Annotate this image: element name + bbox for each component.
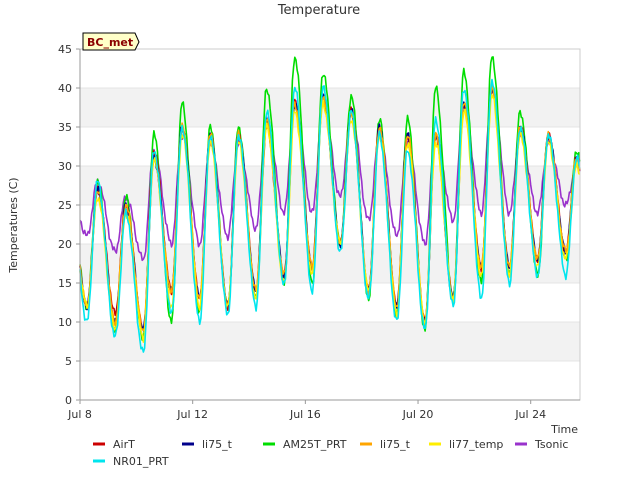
y-tick-label: 0: [65, 394, 72, 407]
x-tick-label: Jul 20: [402, 408, 434, 421]
legend-label: li77_temp: [449, 438, 503, 451]
legend: AirT li75_t AM25T_PRT li75_t li77_temp Tsonic…: [93, 438, 568, 468]
y-tick-label: 30: [58, 160, 72, 173]
x-tick-label: Jul 8: [67, 408, 92, 421]
legend-label: AirT: [113, 438, 135, 451]
x-axis-ticks: Jul 8 Jul 12 Jul 16 Jul 20 Jul 24: [67, 400, 546, 421]
y-tick-label: 20: [58, 238, 72, 251]
y-tick-label: 40: [58, 82, 72, 95]
series-line-nr01-prt: [79, 78, 581, 353]
legend-label: AM25T_PRT: [283, 438, 347, 451]
legend-label: li75_t: [202, 438, 233, 451]
x-axis-title: Time: [550, 423, 578, 436]
site-badge: BC_met: [82, 32, 140, 51]
y-tick-label: 15: [58, 277, 72, 290]
y-axis-ticks: 0 5 10 15 20 25 30 35 40 45: [58, 43, 80, 407]
y-tick-label: 10: [58, 316, 72, 329]
y-tick-label: 45: [58, 43, 72, 56]
y-tick-label: 35: [58, 121, 72, 134]
x-tick-label: Jul 24: [514, 408, 546, 421]
y-tick-label: 5: [65, 355, 72, 368]
x-tick-label: Jul 12: [176, 408, 208, 421]
background-bands: [80, 48, 580, 401]
grid-band: [80, 322, 580, 361]
chart-title: Temperature: [277, 3, 360, 18]
y-tick-label: 25: [58, 199, 72, 212]
legend-label: li75_t: [380, 438, 411, 451]
x-tick-label: Jul 16: [289, 408, 321, 421]
legend-label: Tsonic: [534, 438, 568, 451]
series-lines: [79, 56, 581, 353]
legend-label: NR01_PRT: [113, 455, 169, 468]
site-badge-label: BC_met: [87, 36, 133, 49]
y-axis-title: Temperatures (C): [7, 177, 20, 273]
